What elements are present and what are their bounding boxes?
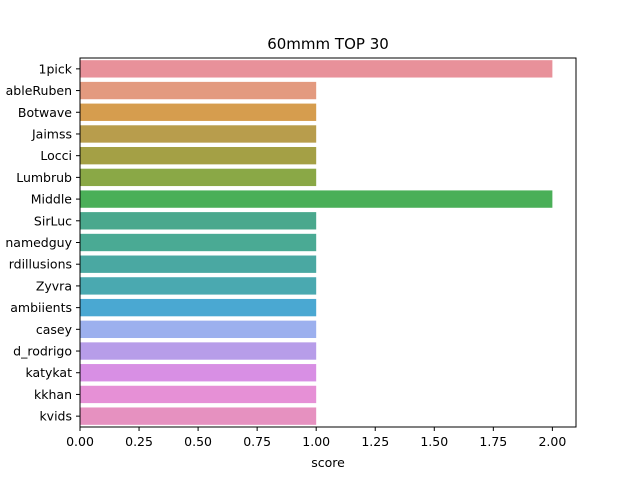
bar-namedguy [80,233,317,252]
x-axis-label: score [311,455,345,470]
bar-Botwave [80,103,317,121]
x-tick-label: 1.25 [361,434,389,449]
x-axis-ticks: 0.00 0.25 0.50 0.75 1.00 1.25 1.50 1.75 2.00 [66,427,566,449]
y-tick-label: casey [36,322,73,337]
bar-Locci [80,146,317,165]
y-tick-label: Lumbrub [16,170,72,185]
plot-frame [79,57,577,428]
y-tick-label: ableRuben [6,83,72,98]
y-tick-label: 1pick [39,61,73,76]
bar-Zyvra [80,277,317,295]
bar-casey [80,320,317,339]
x-tick-label: 0.50 [184,434,212,449]
y-tick-label: Middle [31,192,73,207]
x-tick-label: 2.00 [538,434,566,449]
y-tick-label: d_rodrigo [13,344,72,359]
bar-Jaimss [80,125,317,143]
x-tick-label: 1.75 [479,434,507,449]
x-tick-label: 0.00 [66,434,94,449]
x-tick-label: 0.75 [243,434,271,449]
bar-kvids [80,407,317,425]
y-tick-label: Zyvra [36,278,72,293]
x-tick-label: 0.25 [125,434,153,449]
bar-rdillusions [80,255,317,273]
y-tick-label: katykat [25,365,72,380]
y-tick-label: kkhan [34,387,72,402]
bar-1pick [80,60,553,78]
bar-kkhan [80,385,317,404]
x-tick-label: 1.50 [420,434,448,449]
y-tick-label: ambiients [10,300,72,315]
x-tick-label: 1.00 [302,434,330,449]
y-tick-label: Botwave [18,105,72,120]
bar-d_rodrigo [80,342,317,360]
bar-SirLuc [80,212,317,230]
y-tick-label: namedguy [5,235,72,250]
y-tick-label: SirLuc [34,213,72,228]
bar-Middle [80,190,553,208]
bars-group [80,60,553,425]
bar-ambiients [80,298,317,317]
chart-title: 60mmm TOP 30 [267,35,389,53]
bar-ableRuben [80,81,317,100]
y-tick-label: Jaimss [31,126,72,141]
bar-katykat [80,364,317,382]
y-tick-label: rdillusions [9,257,72,272]
y-tick-label: kvids [39,409,72,424]
y-tick-label: Locci [40,148,72,163]
y-axis-ticks: 1pick ableRuben Botwave Jaimss Locci Lumbrub M… [5,61,80,424]
bar-Lumbrub [80,168,317,187]
